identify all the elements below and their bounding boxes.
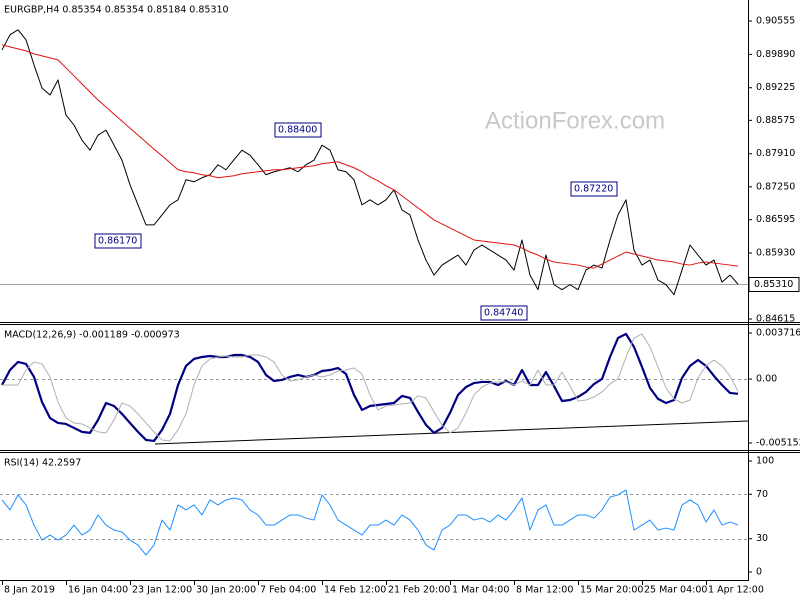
y-tick-label: 0.88575 — [756, 115, 795, 126]
frame — [0, 0, 800, 581]
y-tick-label: 100 — [756, 455, 774, 466]
x-tick-label: 16 Jan 04:00 — [68, 585, 128, 596]
x-tick-label: 7 Feb 04:00 — [260, 585, 316, 596]
x-tick-label: 25 Mar 04:00 — [644, 585, 707, 596]
x-tick-label: 1 Apr 12:00 — [708, 585, 764, 596]
x-tick-label: 8 Jan 2019 — [4, 585, 55, 596]
annotation: 0.84740 — [484, 308, 523, 319]
y-tick-label: -0.005152 — [756, 437, 800, 448]
watermark: ActionForex.com — [485, 107, 665, 134]
series-line — [1, 29, 739, 296]
x-tick-label: 30 Jan 20:00 — [196, 585, 256, 596]
x-tick-label: 1 Mar 04:00 — [452, 585, 509, 596]
x-tick-label: 8 Mar 12:00 — [516, 585, 573, 596]
x-tick-label: 23 Jan 12:00 — [132, 585, 192, 596]
annotation: 0.86170 — [98, 236, 137, 247]
y-tick-label: 0.00 — [756, 374, 777, 385]
panel-title: MACD(12,26,9) -0.001189 -0.000973 — [4, 330, 180, 341]
current-price-label: 0.85310 — [754, 279, 793, 290]
annotation-box — [274, 122, 322, 138]
y-tick-label: 0.003716 — [756, 327, 800, 338]
y-tick-label: 0.84615 — [756, 313, 795, 324]
series-line — [1, 489, 739, 556]
panel-title: EURGBP,H4 0.85354 0.85354 0.85184 0.8531… — [4, 5, 229, 16]
annotation-box — [480, 305, 528, 321]
panel-title: RSI(14) 42.2597 — [4, 458, 81, 469]
y-tick-label: 0.87250 — [756, 181, 795, 192]
annotation-box — [94, 233, 142, 249]
annotation-box — [570, 181, 618, 197]
y-tick-label: 0.89890 — [756, 49, 795, 60]
series-line — [2, 333, 739, 442]
annotation: 0.87220 — [574, 184, 613, 195]
y-tick-label: 0.90555 — [756, 16, 795, 27]
y-tick-label: 70 — [756, 489, 768, 500]
y-tick-label: 0.85930 — [756, 248, 795, 259]
current-price-box — [748, 277, 800, 292]
y-tick-label: 0.87910 — [756, 148, 795, 159]
x-tick-label: 14 Feb 12:00 — [324, 585, 386, 596]
x-tick-label: 21 Feb 20:00 — [388, 585, 450, 596]
series-line — [1, 44, 739, 269]
y-tick-label: 0.86595 — [756, 214, 795, 225]
y-tick-label: 30 — [756, 533, 768, 544]
y-tick-label: 0.89225 — [756, 82, 795, 93]
annotation: 0.88400 — [278, 125, 317, 136]
x-tick-label: 15 Mar 20:00 — [580, 585, 643, 596]
y-tick-label: 0 — [756, 567, 762, 578]
series-line — [1, 332, 739, 443]
